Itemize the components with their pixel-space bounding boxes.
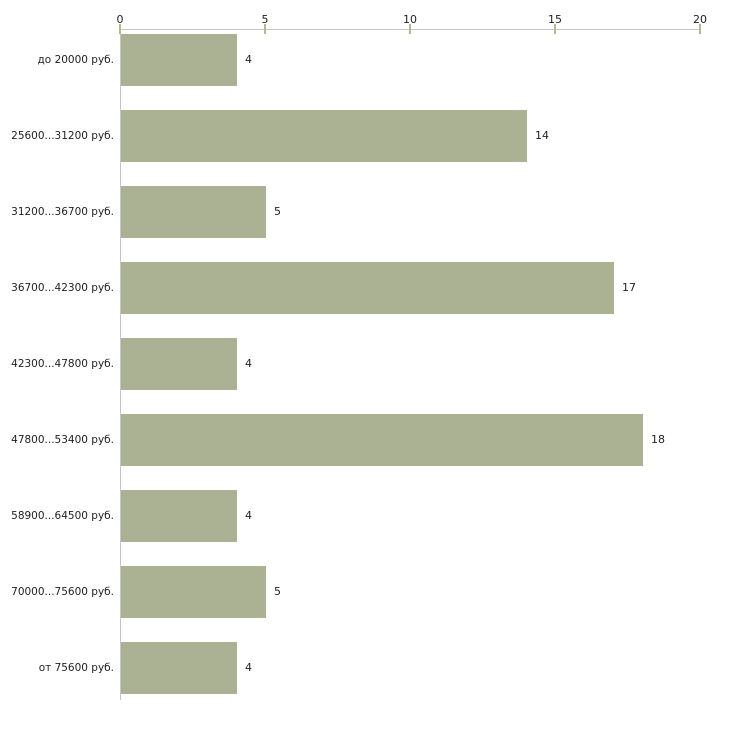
value-label: 18 bbox=[651, 433, 665, 446]
x-tick-label: 5 bbox=[261, 13, 269, 26]
x-tick-label: 10 bbox=[403, 13, 417, 26]
category-label: 31200...36700 руб. bbox=[11, 206, 114, 218]
category-label: 42300...47800 руб. bbox=[11, 358, 114, 370]
value-label: 5 bbox=[274, 205, 281, 218]
bar bbox=[121, 338, 237, 390]
x-tick-mark bbox=[699, 24, 701, 34]
category-label: 70000...75600 руб. bbox=[11, 586, 114, 598]
bar bbox=[121, 490, 237, 542]
category-label: 58900...64500 руб. bbox=[11, 510, 114, 522]
category-label: от 75600 руб. bbox=[38, 662, 114, 674]
value-label: 17 bbox=[622, 281, 636, 294]
x-tick-mark bbox=[409, 24, 411, 34]
bar bbox=[121, 414, 643, 466]
category-label: до 20000 руб. bbox=[37, 54, 114, 66]
x-tick-mark bbox=[264, 24, 266, 34]
x-tick-label: 15 bbox=[548, 13, 562, 26]
x-tick-label: 20 bbox=[693, 13, 707, 26]
category-label: 36700...42300 руб. bbox=[11, 282, 114, 294]
x-tick-label: 0 bbox=[116, 13, 124, 26]
bar bbox=[121, 262, 614, 314]
value-label: 4 bbox=[245, 661, 252, 674]
value-label: 14 bbox=[535, 129, 549, 142]
bar bbox=[121, 642, 237, 694]
category-label: 25600...31200 руб. bbox=[11, 130, 114, 142]
category-label: 47800...53400 руб. bbox=[11, 434, 114, 446]
bar bbox=[121, 186, 266, 238]
y-axis-line bbox=[120, 29, 121, 700]
x-tick-mark bbox=[119, 24, 121, 34]
value-label: 4 bbox=[245, 509, 252, 522]
x-tick-mark bbox=[554, 24, 556, 34]
bar bbox=[121, 34, 237, 86]
value-label: 4 bbox=[245, 53, 252, 66]
bar bbox=[121, 110, 527, 162]
bar bbox=[121, 566, 266, 618]
value-label: 4 bbox=[245, 357, 252, 370]
value-label: 5 bbox=[274, 585, 281, 598]
